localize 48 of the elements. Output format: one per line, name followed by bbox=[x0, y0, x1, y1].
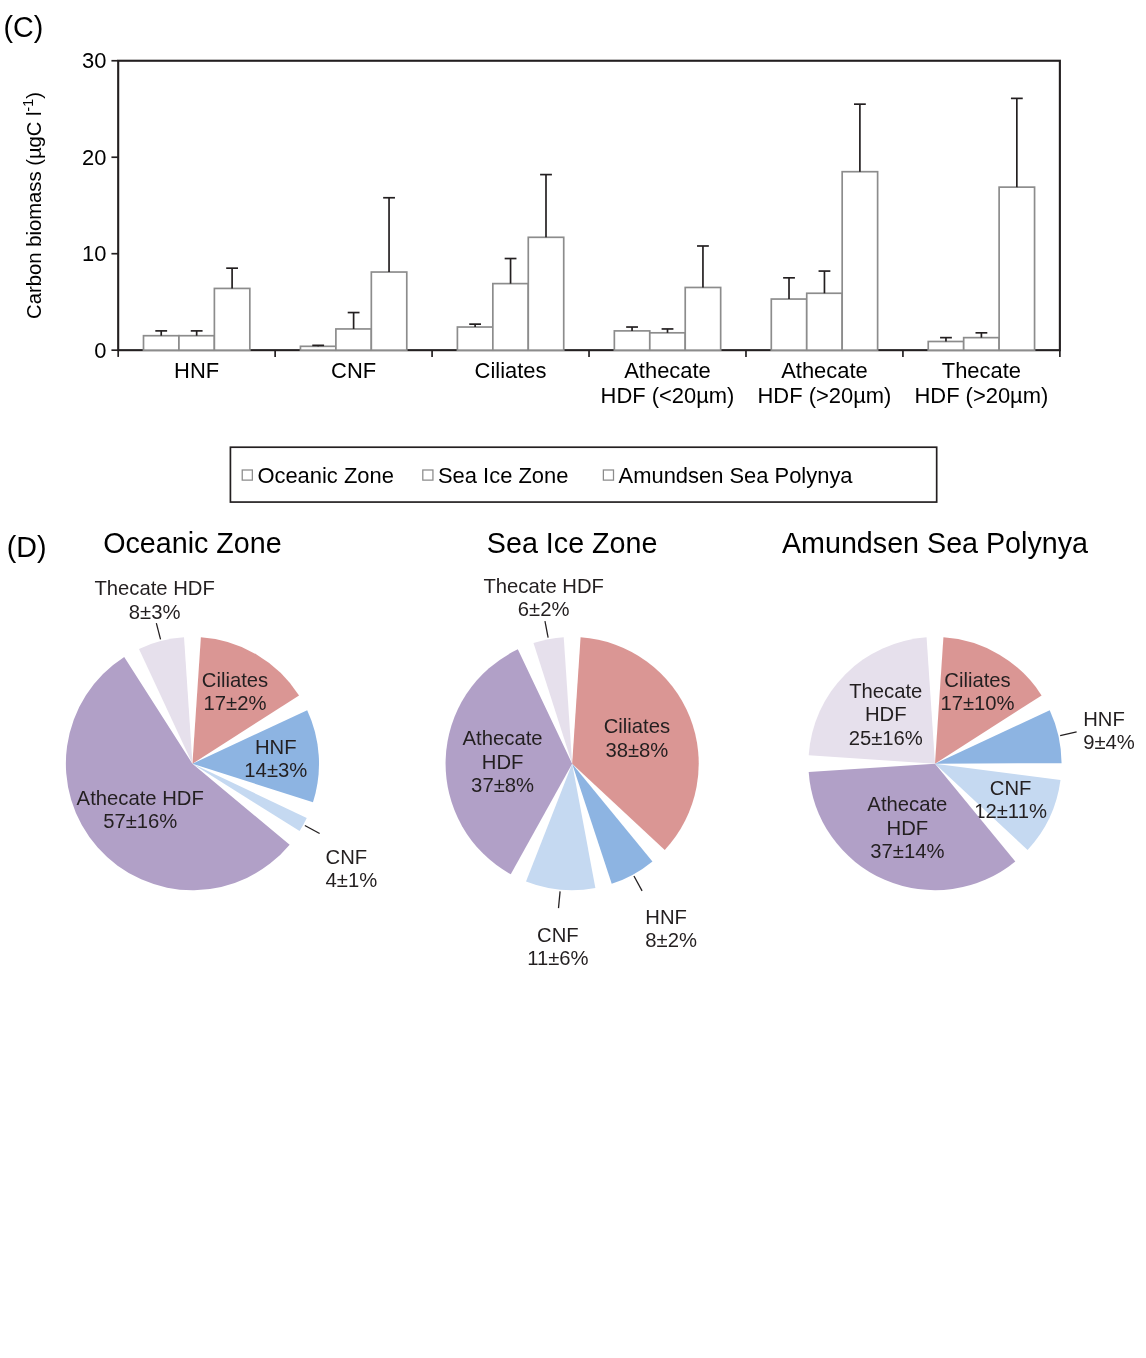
data-label: 17±10% bbox=[940, 692, 1015, 715]
slice-label: CNF bbox=[989, 776, 1032, 799]
data-label: 38±8% bbox=[605, 738, 669, 761]
text: (C) bbox=[3, 11, 44, 44]
x-tick-label: Athecate HDF (>20µm) bbox=[757, 358, 892, 409]
data-label: 8±3% bbox=[128, 600, 181, 623]
chart-title: Amundsen Sea Polynya bbox=[781, 526, 1089, 559]
data-label: 12±11% bbox=[974, 799, 1047, 822]
x-tick-label: Ciliates bbox=[474, 358, 547, 384]
y-tick-label: 0 bbox=[94, 337, 107, 363]
data-label: 57±16% bbox=[103, 810, 178, 833]
data-label: 17±2% bbox=[203, 692, 267, 715]
legend-label: Oceanic Zone bbox=[257, 462, 394, 488]
slice-label: HNF bbox=[255, 735, 297, 758]
y-tick-label: 20 bbox=[81, 144, 107, 170]
data-label: 37±8% bbox=[471, 773, 535, 796]
data-label: 14±3% bbox=[244, 759, 308, 782]
slice-label: Thecate HDF bbox=[849, 680, 923, 726]
slice-label: HNF bbox=[1083, 707, 1125, 730]
chart-title: Sea Ice Zone bbox=[486, 526, 658, 559]
slice-label: Athecate HDF bbox=[76, 787, 204, 810]
data-label: 11±6% bbox=[527, 947, 589, 970]
data-label: 25±16% bbox=[848, 726, 923, 749]
slice-label: Athecate HDF bbox=[462, 727, 543, 773]
slice-label: Thecate HDF bbox=[483, 575, 604, 598]
legend-label: Amundsen Sea Polynya bbox=[618, 462, 854, 488]
slice-label: Ciliates bbox=[201, 669, 269, 692]
data-label: 37±14% bbox=[870, 839, 945, 862]
slice-label: Thecate HDF bbox=[94, 577, 215, 600]
slice-label: CNF bbox=[537, 924, 579, 947]
data-label: 8±2% bbox=[645, 929, 697, 952]
legend-label: Sea Ice Zone bbox=[437, 462, 569, 488]
slice-label: Ciliates bbox=[603, 715, 671, 738]
x-tick-label: Thecate HDF (>20µm) bbox=[914, 358, 1049, 409]
slice-label: HNF bbox=[645, 906, 687, 929]
data-label: 4±1% bbox=[325, 869, 378, 892]
data-label: 6±2% bbox=[517, 598, 570, 621]
chart-title: Oceanic Zone bbox=[103, 526, 282, 559]
y-tick-label: 10 bbox=[81, 241, 107, 267]
slice-label: Athecate HDF bbox=[867, 793, 948, 839]
text: (D) bbox=[6, 530, 47, 563]
slice-label: CNF bbox=[325, 846, 368, 869]
x-tick-label: HNF bbox=[174, 358, 220, 384]
data-label: 9±4% bbox=[1083, 731, 1135, 754]
y-tick-label: 30 bbox=[81, 48, 107, 74]
x-tick-label: Athecate HDF (<20µm) bbox=[600, 358, 735, 409]
slice-label: Ciliates bbox=[944, 669, 1011, 692]
x-tick-label: CNF bbox=[331, 358, 377, 384]
